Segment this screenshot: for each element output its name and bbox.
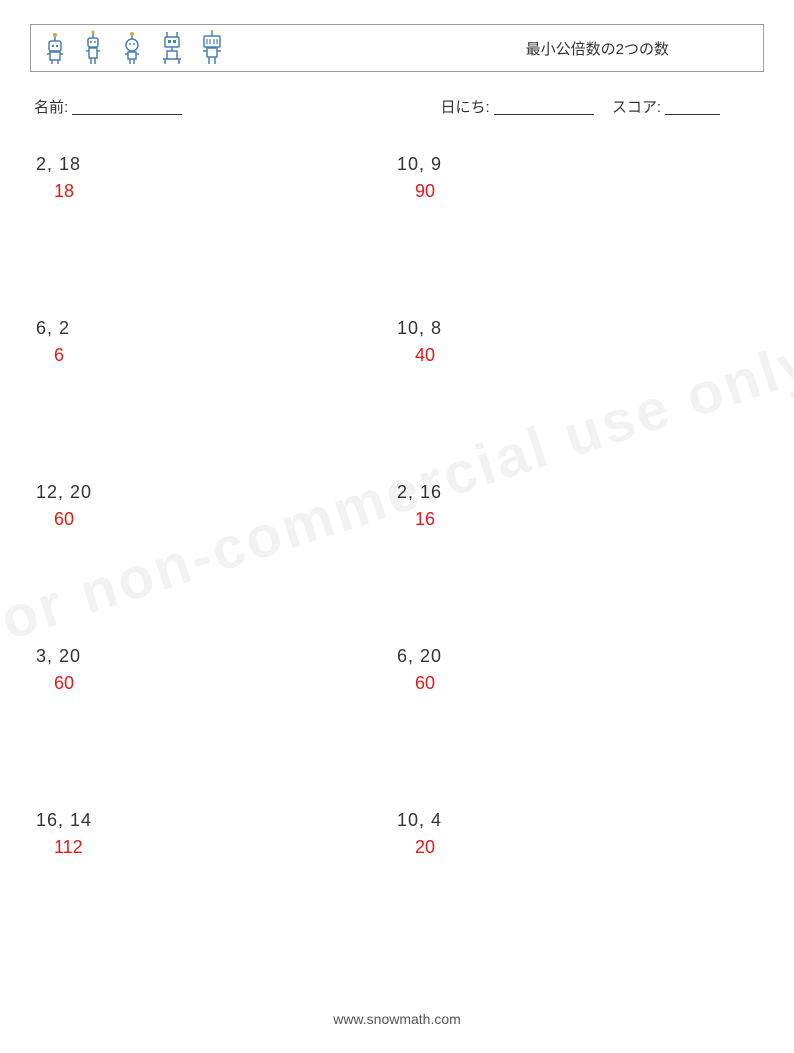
problem-answer: 20 <box>397 834 758 861</box>
problem: 6, 2060 <box>397 643 758 697</box>
problem-answer: 112 <box>36 834 397 861</box>
name-blank <box>72 100 182 115</box>
problem-question: 10, 8 <box>397 315 758 342</box>
robot-icon <box>79 30 107 66</box>
date-label: 日にち: <box>441 99 490 116</box>
problem-answer: 60 <box>36 506 397 533</box>
problem-answer: 60 <box>397 670 758 697</box>
problem-answer: 40 <box>397 342 758 369</box>
footer-url: www.snowmath.com <box>0 1011 794 1027</box>
problem: 10, 420 <box>397 807 758 861</box>
robot-icon-row <box>41 30 227 66</box>
date-blank <box>494 100 594 115</box>
problem-question: 10, 9 <box>397 151 758 178</box>
score-blank <box>665 100 720 115</box>
problem-question: 6, 2 <box>36 315 397 342</box>
problem-question: 16, 14 <box>36 807 397 834</box>
robot-icon <box>41 30 69 66</box>
problem-answer: 16 <box>397 506 758 533</box>
meta-row: 名前: 日にち: スコア: <box>30 96 764 117</box>
problem-question: 12, 20 <box>36 479 397 506</box>
problem: 6, 26 <box>36 315 397 369</box>
problem-answer: 90 <box>397 178 758 205</box>
problem-question: 3, 20 <box>36 643 397 670</box>
problems-grid: 2, 181810, 9906, 2610, 84012, 20602, 161… <box>30 151 764 861</box>
robot-icon <box>117 30 147 66</box>
problem-answer: 6 <box>36 342 397 369</box>
problem-answer: 18 <box>36 178 397 205</box>
page-title: 最小公倍数の2つの数 <box>526 38 749 59</box>
problem-question: 2, 18 <box>36 151 397 178</box>
problem: 2, 1616 <box>397 479 758 533</box>
problem-question: 2, 16 <box>397 479 758 506</box>
problem: 3, 2060 <box>36 643 397 697</box>
problem: 10, 990 <box>397 151 758 205</box>
problem: 2, 1818 <box>36 151 397 205</box>
problem: 16, 14112 <box>36 807 397 861</box>
robot-icon <box>157 30 187 66</box>
name-label: 名前: <box>34 99 68 116</box>
problem-question: 10, 4 <box>397 807 758 834</box>
problem: 10, 840 <box>397 315 758 369</box>
problem-question: 6, 20 <box>397 643 758 670</box>
problem-answer: 60 <box>36 670 397 697</box>
header-box: 最小公倍数の2つの数 <box>30 24 764 72</box>
robot-icon <box>197 30 227 66</box>
score-label: スコア: <box>612 99 661 116</box>
problem: 12, 2060 <box>36 479 397 533</box>
